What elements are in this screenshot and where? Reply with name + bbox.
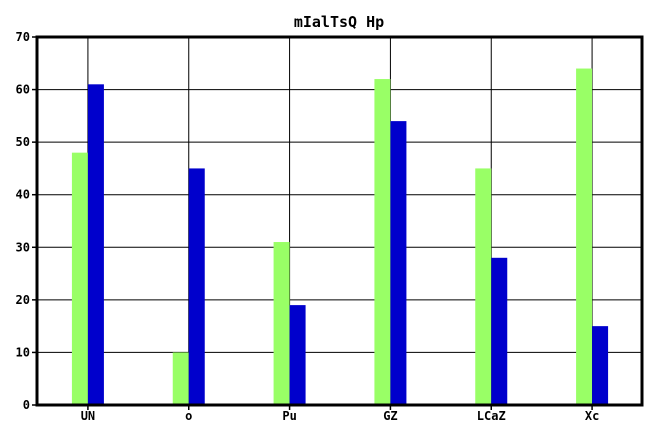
- x-tick-label: GZ: [383, 409, 397, 423]
- y-tick-label: 60: [16, 83, 30, 97]
- y-tick-label: 0: [23, 398, 30, 412]
- x-tick-label: o: [185, 409, 192, 423]
- x-tick-label: Xc: [585, 409, 599, 423]
- y-tick-label: 20: [16, 293, 30, 307]
- bar-series-1-un: [71, 152, 88, 405]
- y-tick-label: 10: [16, 345, 30, 359]
- bar-series-2-un: [87, 84, 104, 406]
- bar-series-2-o: [188, 168, 205, 405]
- bar-series-1-xc: [576, 68, 593, 406]
- plot-frame: [35, 35, 644, 407]
- y-tick-label: 70: [16, 30, 30, 44]
- x-tick-label: LCaZ: [477, 409, 506, 423]
- bar-series-1-gz: [374, 79, 391, 406]
- bar-series-2-xc: [592, 326, 609, 405]
- y-tick-label: 40: [16, 188, 30, 202]
- x-tick-label: UN: [81, 409, 95, 423]
- y-tick-label: 30: [16, 240, 30, 254]
- bar-series-2-pu: [289, 305, 306, 405]
- y-tick-label: 50: [16, 135, 30, 149]
- x-axis-ticks: UN o Pu GZ LCaZ Xc: [81, 405, 599, 423]
- y-axis-ticks: 0 10 20 30 40 50 60 70: [16, 30, 37, 412]
- chart-title: mIalTsQ Hp: [294, 13, 384, 31]
- bar-series-1-o: [172, 352, 189, 405]
- grid-lines: [37, 37, 642, 405]
- bars: [71, 68, 609, 406]
- bar-series-1-pu: [273, 242, 290, 405]
- bar-series-2-lcaz: [491, 257, 508, 405]
- x-tick-label: Pu: [282, 409, 296, 423]
- bar-series-2-gz: [390, 121, 407, 405]
- bar-series-1-lcaz: [475, 168, 492, 405]
